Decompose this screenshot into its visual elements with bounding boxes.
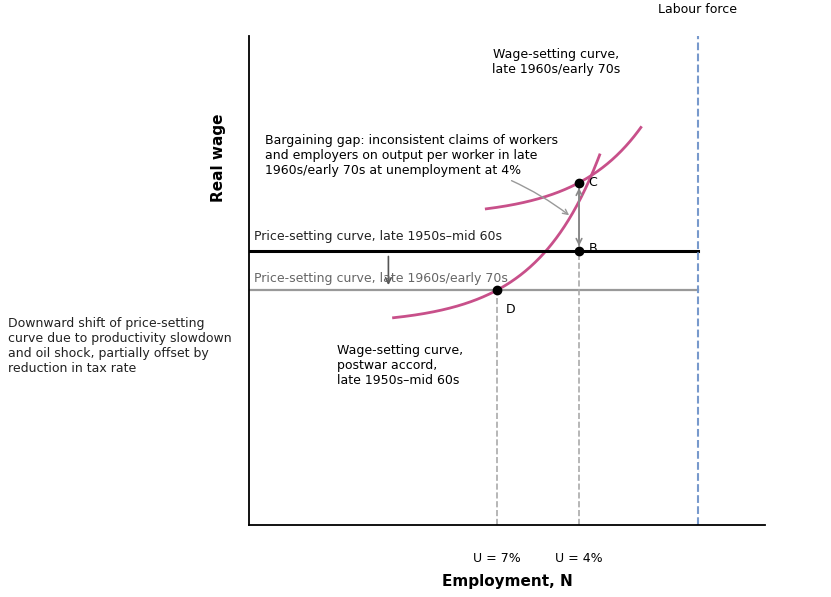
Text: B: B: [588, 242, 597, 256]
Text: Price-setting curve, late 1950s–mid 60s: Price-setting curve, late 1950s–mid 60s: [254, 230, 503, 244]
Text: Price-setting curve, late 1960s/early 70s: Price-setting curve, late 1960s/early 70…: [254, 272, 509, 285]
Text: Employment, N: Employment, N: [441, 574, 573, 589]
Text: Wage-setting curve,
late 1960s/early 70s: Wage-setting curve, late 1960s/early 70s: [492, 48, 620, 76]
Text: U = 7%: U = 7%: [473, 552, 520, 565]
Text: Labour force: Labour force: [658, 3, 737, 16]
Text: Downward shift of price-setting
curve due to productivity slowdown
and oil shock: Downward shift of price-setting curve du…: [8, 317, 232, 376]
Text: Wage-setting curve,
postwar accord,
late 1950s–mid 60s: Wage-setting curve, postwar accord, late…: [337, 344, 463, 387]
Text: Bargaining gap: inconsistent claims of workers
and employers on output per worke: Bargaining gap: inconsistent claims of w…: [265, 134, 568, 214]
Text: D: D: [506, 303, 515, 316]
Text: C: C: [588, 176, 597, 189]
Text: Real wage: Real wage: [211, 114, 226, 202]
Text: U = 4%: U = 4%: [555, 552, 602, 565]
